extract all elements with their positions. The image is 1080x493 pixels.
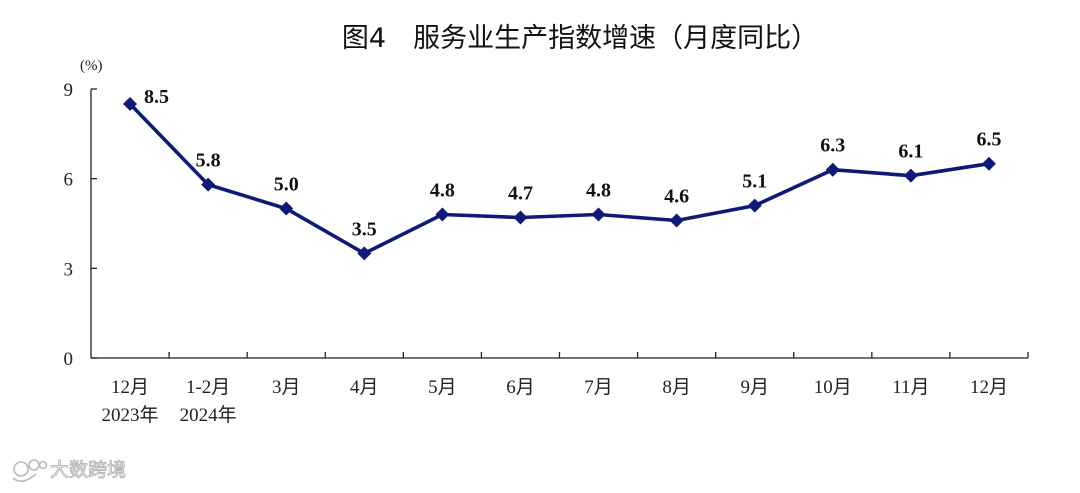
data-label: 4.6	[664, 186, 689, 208]
y-tick-label: 9	[64, 80, 74, 101]
data-point-marker	[357, 246, 372, 261]
data-label: 5.8	[196, 150, 221, 172]
x-tick-label: 8月	[662, 377, 691, 398]
data-point-marker	[747, 198, 762, 213]
data-point-marker	[123, 96, 138, 111]
data-point-marker	[591, 207, 606, 222]
x-tick-label: 12月	[970, 377, 1008, 398]
x-tick-sublabel: 2023年	[102, 404, 159, 426]
x-tick-label: 5月	[428, 377, 457, 398]
watermark-text: 大数跨境	[50, 459, 126, 481]
axis-ticks: 0 3 6 9 12月 2023年 1-2月 2024年 3月 4月 5月 6月 7月 8月 9月 10月 11…	[64, 80, 1029, 426]
data-label: 4.7	[508, 183, 533, 205]
brand-logo-icon	[12, 459, 48, 482]
data-label: 4.8	[430, 180, 455, 202]
x-tick-label: 11月	[892, 377, 929, 398]
x-tick-label: 7月	[584, 377, 613, 398]
x-tick-label: 9月	[740, 377, 769, 398]
y-tick-label: 6	[64, 170, 74, 191]
data-point-marker	[279, 201, 294, 216]
y-tick-label: 3	[64, 259, 74, 280]
x-tick-label: 12月	[111, 377, 149, 398]
data-label: 8.5	[144, 86, 169, 108]
x-tick-label: 10月	[814, 377, 852, 398]
series-line	[128, 102, 990, 256]
x-tick-sublabel: 2024年	[180, 404, 237, 426]
data-label: 6.1	[898, 141, 923, 163]
chart-title: 图4 服务业生产指数增速（月度同比）	[342, 23, 818, 54]
x-tick-label: 1-2月	[186, 377, 230, 398]
axes	[90, 89, 1028, 359]
data-label: 6.5	[976, 129, 1001, 151]
data-label: 6.3	[820, 135, 845, 157]
data-point-marker	[669, 213, 684, 228]
data-label: 5.1	[742, 171, 767, 193]
y-axis-unit: (%)	[80, 58, 103, 74]
data-point-marker	[981, 156, 996, 171]
x-tick-label: 3月	[272, 377, 301, 398]
watermark: 大数跨境	[12, 459, 127, 482]
data-label: 5.0	[274, 174, 299, 196]
data-point-marker	[825, 162, 840, 177]
data-point-marker	[513, 210, 528, 225]
x-tick-label: 6月	[506, 377, 535, 398]
data-label: 4.8	[586, 180, 611, 202]
data-point-marker	[201, 177, 216, 192]
data-point-marker	[435, 207, 450, 222]
data-labels: 8.5 5.8 5.0 3.5 4.8 4.7 4.8 4.6 5.1 6.3 6.1 6.5	[144, 86, 1001, 240]
y-tick-label: 0	[64, 349, 74, 370]
series-group	[123, 96, 996, 261]
data-label: 3.5	[352, 218, 377, 240]
x-tick-label: 4月	[350, 377, 379, 398]
data-point-marker	[903, 168, 918, 183]
